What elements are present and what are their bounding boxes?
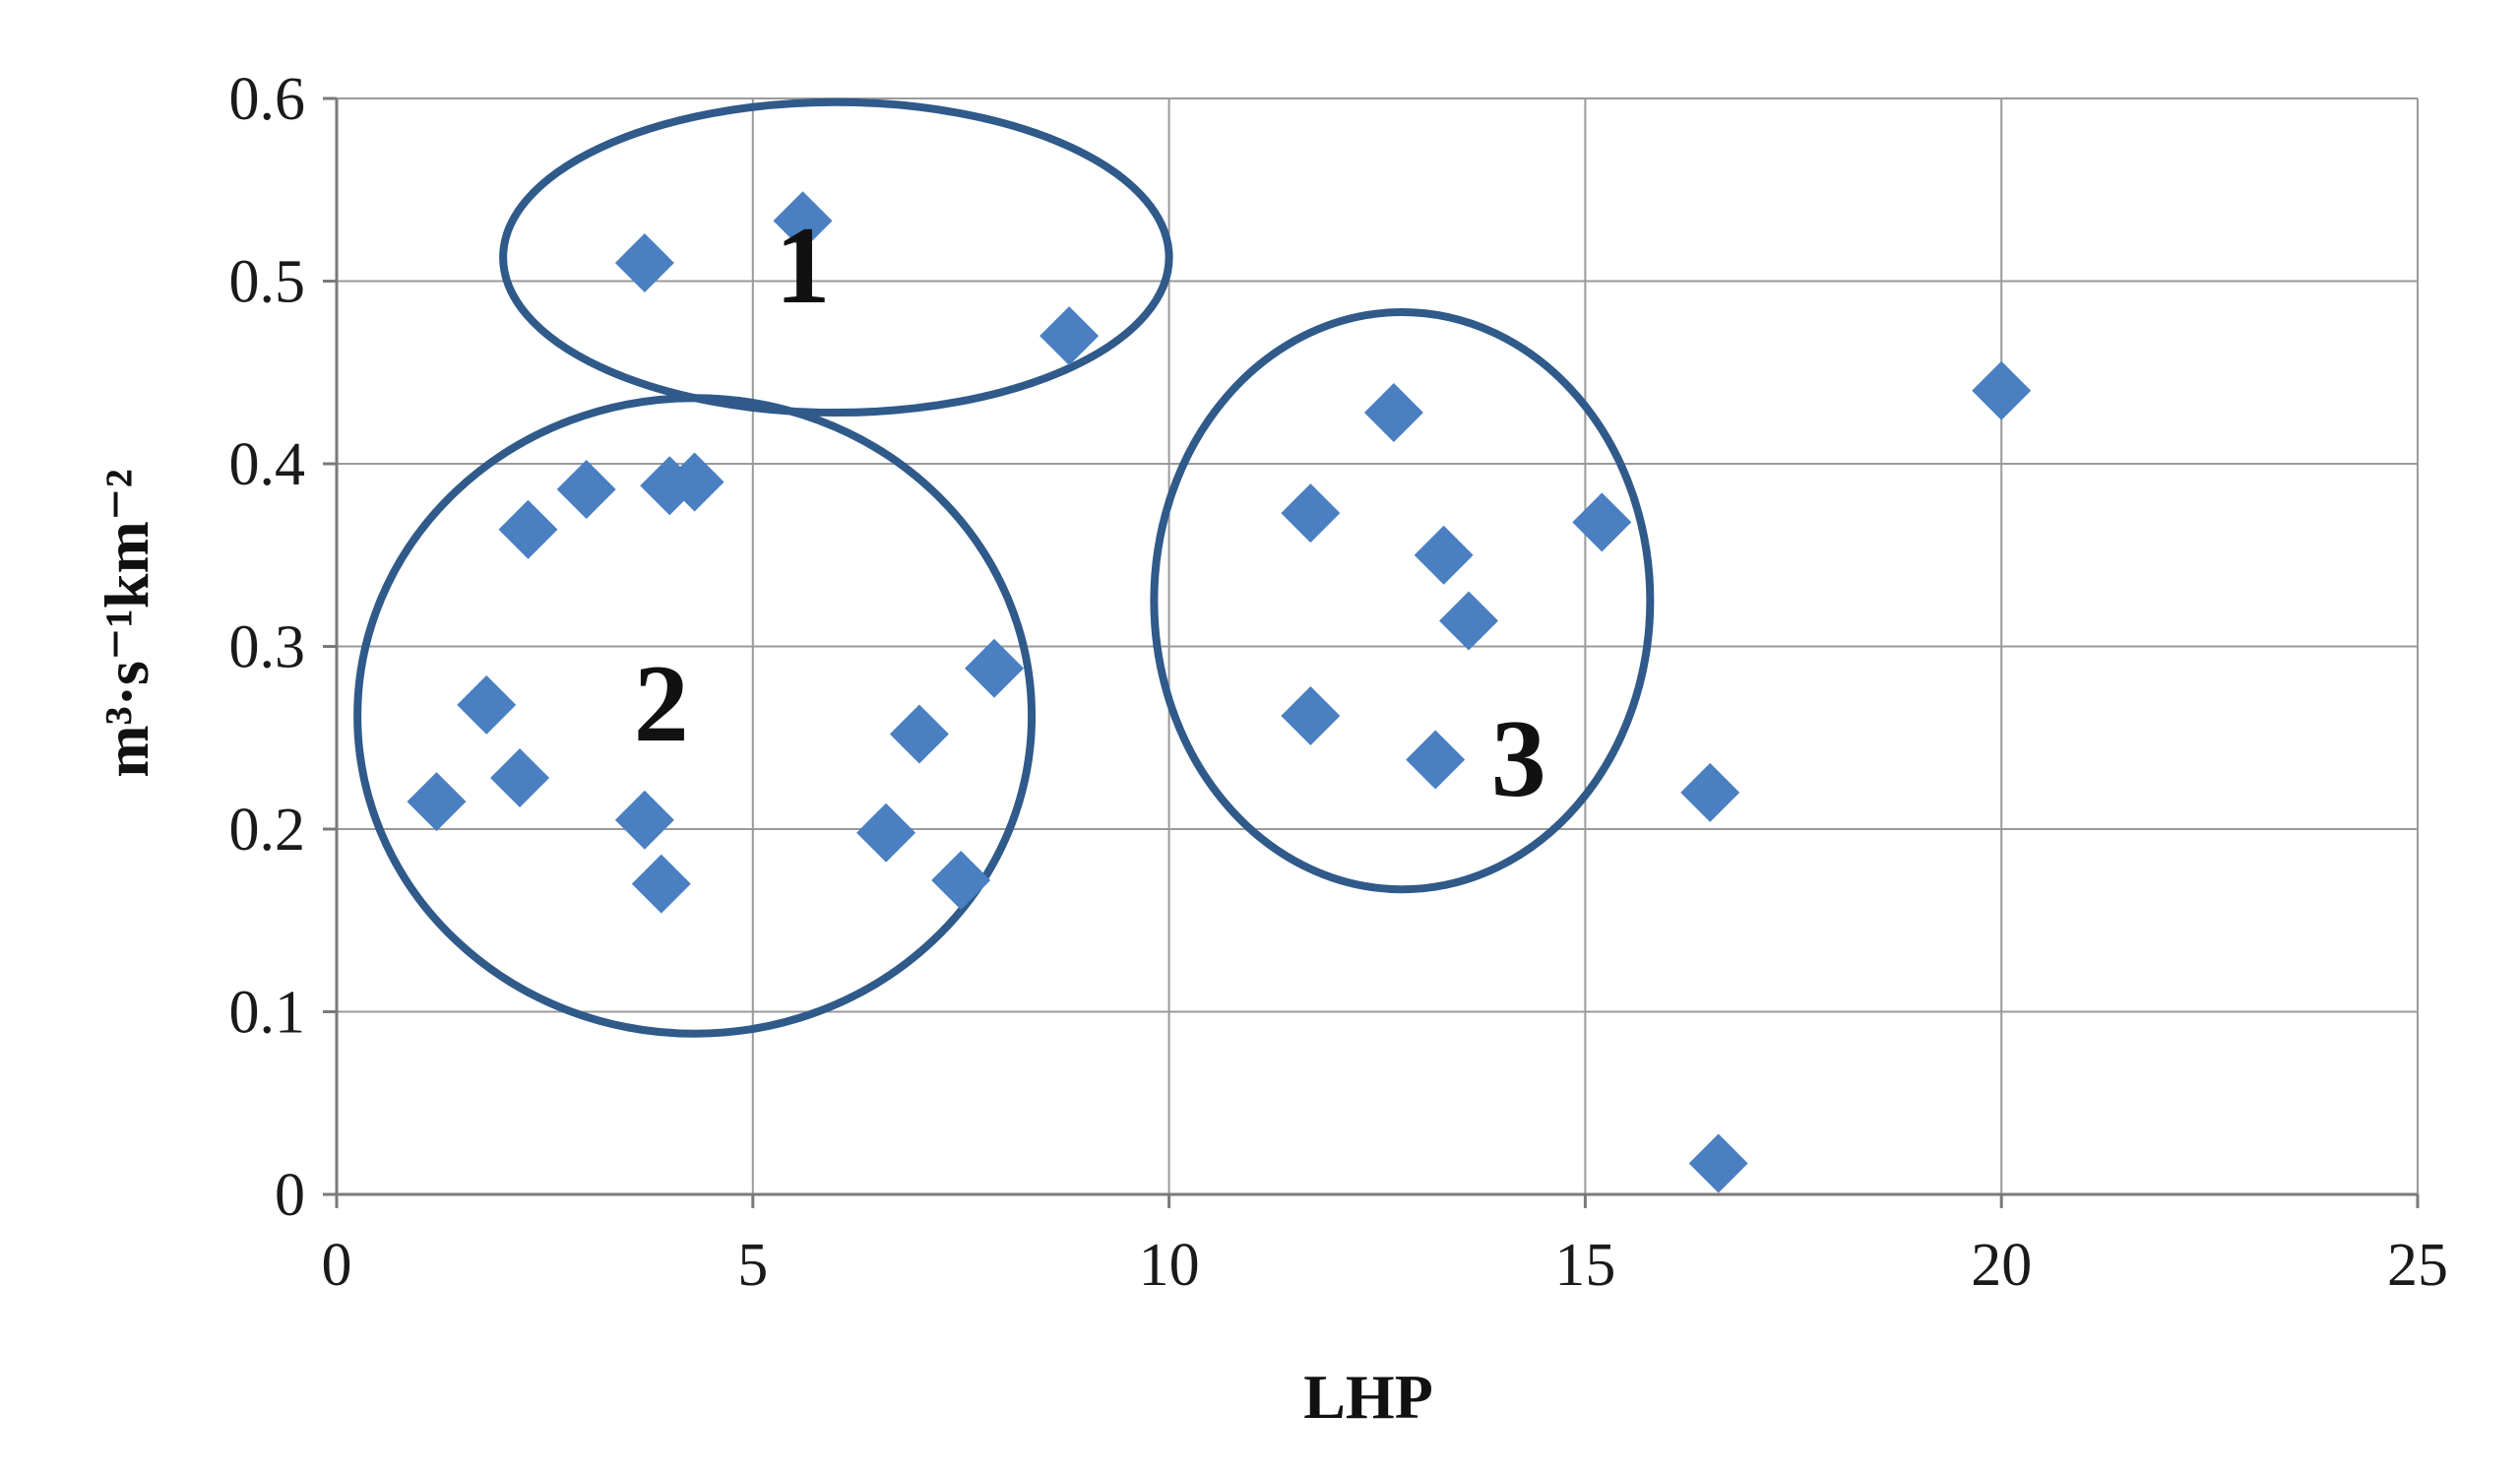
data-point bbox=[1040, 306, 1100, 366]
y-tick-label: 0 bbox=[275, 1162, 305, 1229]
y-tick-label: 0.6 bbox=[229, 66, 306, 133]
data-point bbox=[457, 674, 517, 735]
data-point bbox=[490, 748, 550, 808]
data-point bbox=[614, 232, 674, 292]
x-tick-label: 20 bbox=[1971, 1232, 2032, 1299]
x-tick-label: 5 bbox=[737, 1232, 768, 1299]
cluster-label-1: 1 bbox=[776, 205, 831, 327]
data-point bbox=[1572, 492, 1632, 552]
data-point bbox=[1688, 1133, 1748, 1193]
data-point bbox=[931, 850, 991, 910]
cluster-ellipse-3 bbox=[1150, 308, 1655, 894]
x-axis-title: LHP bbox=[1303, 1362, 1433, 1432]
data-points bbox=[407, 191, 2032, 1193]
data-point bbox=[965, 638, 1025, 698]
data-point bbox=[407, 772, 467, 832]
data-point bbox=[556, 459, 616, 519]
x-tick-label: 0 bbox=[322, 1232, 352, 1299]
x-tick-label: 25 bbox=[2387, 1232, 2448, 1299]
data-point bbox=[1439, 591, 1499, 651]
y-tick-labels: 0 0.1 0.2 0.3 0.4 0.5 0.6 bbox=[229, 66, 306, 1229]
data-point bbox=[1406, 730, 1466, 790]
data-point bbox=[1281, 685, 1341, 745]
data-point bbox=[1414, 525, 1474, 585]
data-point bbox=[1281, 483, 1341, 544]
data-point bbox=[1363, 383, 1423, 443]
y-tick-label: 0.1 bbox=[229, 980, 306, 1047]
y-tick-label: 0.4 bbox=[229, 431, 306, 498]
y-tick-label: 0.2 bbox=[229, 797, 306, 864]
data-point bbox=[856, 803, 916, 863]
axes bbox=[323, 96, 2420, 1208]
cluster-label-3: 3 bbox=[1491, 698, 1546, 820]
data-point bbox=[1972, 360, 2032, 420]
x-tick-label: 15 bbox=[1554, 1232, 1615, 1299]
data-point bbox=[889, 704, 949, 764]
data-point bbox=[664, 452, 724, 512]
data-point bbox=[1680, 762, 1740, 822]
data-point bbox=[773, 191, 833, 251]
cluster-ellipses bbox=[353, 97, 1655, 1038]
data-point bbox=[614, 790, 674, 850]
data-point bbox=[498, 499, 558, 559]
y-tick-label: 0.3 bbox=[229, 614, 306, 681]
cluster-label-2: 2 bbox=[634, 643, 689, 765]
x-tick-labels: 0 5 10 15 20 25 bbox=[322, 1232, 2449, 1299]
y-tick-label: 0.5 bbox=[229, 249, 306, 316]
cluster-labels: 1 2 3 bbox=[634, 205, 1546, 820]
cluster-ellipse-1 bbox=[499, 97, 1173, 417]
data-point bbox=[631, 854, 691, 914]
y-axis-title: m³·s⁻¹km⁻² bbox=[92, 469, 161, 778]
x-tick-label: 10 bbox=[1139, 1232, 1200, 1299]
cluster-ellipse-2 bbox=[353, 394, 1037, 1038]
gridlines bbox=[336, 97, 2419, 1195]
